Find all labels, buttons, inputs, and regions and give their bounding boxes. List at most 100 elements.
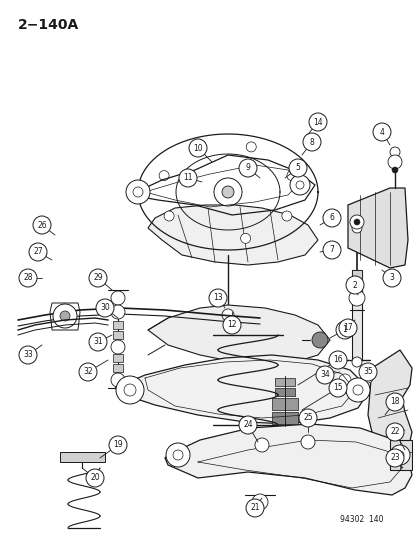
Circle shape bbox=[223, 316, 240, 334]
Text: 33: 33 bbox=[23, 351, 33, 359]
Text: 2−140A: 2−140A bbox=[18, 18, 79, 32]
Text: 28: 28 bbox=[23, 273, 33, 282]
Polygon shape bbox=[274, 388, 294, 396]
Text: 25: 25 bbox=[302, 414, 312, 423]
Text: 16: 16 bbox=[332, 356, 342, 365]
Circle shape bbox=[178, 169, 197, 187]
Circle shape bbox=[286, 171, 296, 181]
Circle shape bbox=[302, 133, 320, 151]
Circle shape bbox=[111, 373, 125, 387]
Circle shape bbox=[89, 269, 107, 287]
Polygon shape bbox=[351, 270, 361, 290]
Text: 34: 34 bbox=[319, 370, 329, 379]
Circle shape bbox=[353, 219, 359, 225]
Circle shape bbox=[281, 211, 291, 221]
Text: 10: 10 bbox=[193, 143, 202, 152]
Circle shape bbox=[351, 357, 361, 367]
Circle shape bbox=[159, 171, 169, 181]
Circle shape bbox=[300, 435, 314, 449]
Circle shape bbox=[362, 373, 372, 383]
FancyBboxPatch shape bbox=[113, 364, 123, 372]
Polygon shape bbox=[115, 355, 369, 424]
Circle shape bbox=[164, 211, 174, 221]
Circle shape bbox=[328, 379, 346, 397]
Circle shape bbox=[345, 276, 363, 294]
Circle shape bbox=[209, 289, 226, 307]
Polygon shape bbox=[60, 452, 105, 462]
FancyBboxPatch shape bbox=[113, 321, 123, 329]
Circle shape bbox=[315, 366, 333, 384]
Polygon shape bbox=[274, 378, 294, 386]
Text: 11: 11 bbox=[183, 174, 192, 182]
Text: 12: 12 bbox=[227, 320, 236, 329]
Text: 23: 23 bbox=[389, 454, 399, 463]
Circle shape bbox=[252, 494, 267, 510]
Circle shape bbox=[60, 311, 70, 321]
Circle shape bbox=[19, 346, 37, 364]
Circle shape bbox=[311, 332, 327, 348]
Circle shape bbox=[86, 469, 104, 487]
Text: 18: 18 bbox=[389, 398, 399, 407]
Text: 5: 5 bbox=[295, 164, 300, 173]
Circle shape bbox=[382, 269, 400, 287]
Circle shape bbox=[126, 180, 150, 204]
Text: 7: 7 bbox=[329, 246, 334, 254]
Circle shape bbox=[111, 340, 125, 354]
Circle shape bbox=[109, 436, 127, 454]
Circle shape bbox=[298, 409, 316, 427]
Circle shape bbox=[79, 363, 97, 381]
Text: 94302  140: 94302 140 bbox=[339, 515, 382, 524]
Circle shape bbox=[124, 384, 136, 396]
Circle shape bbox=[349, 215, 363, 229]
Text: 3: 3 bbox=[389, 273, 394, 282]
Circle shape bbox=[246, 142, 256, 152]
Circle shape bbox=[221, 309, 233, 321]
Circle shape bbox=[372, 123, 390, 141]
Circle shape bbox=[33, 216, 51, 234]
Polygon shape bbox=[271, 398, 297, 410]
Text: 9: 9 bbox=[245, 164, 250, 173]
Circle shape bbox=[348, 290, 364, 306]
Circle shape bbox=[345, 378, 369, 402]
Text: 29: 29 bbox=[93, 273, 102, 282]
Polygon shape bbox=[351, 270, 361, 360]
Text: 14: 14 bbox=[312, 117, 322, 126]
Text: 4: 4 bbox=[379, 127, 384, 136]
Text: 1: 1 bbox=[342, 326, 347, 335]
Polygon shape bbox=[271, 412, 297, 424]
Circle shape bbox=[53, 304, 77, 328]
FancyBboxPatch shape bbox=[113, 331, 123, 339]
Circle shape bbox=[385, 423, 403, 441]
Circle shape bbox=[29, 243, 47, 261]
Circle shape bbox=[238, 159, 256, 177]
Text: 13: 13 bbox=[213, 294, 222, 303]
Text: 32: 32 bbox=[83, 367, 93, 376]
Text: 31: 31 bbox=[93, 337, 102, 346]
Text: 22: 22 bbox=[389, 427, 399, 437]
Circle shape bbox=[308, 113, 326, 131]
FancyBboxPatch shape bbox=[113, 354, 123, 362]
Circle shape bbox=[238, 416, 256, 434]
Text: 21: 21 bbox=[249, 504, 259, 513]
Circle shape bbox=[173, 450, 183, 460]
Circle shape bbox=[96, 299, 114, 317]
Circle shape bbox=[254, 438, 268, 452]
Circle shape bbox=[391, 167, 397, 173]
Polygon shape bbox=[347, 188, 407, 268]
Text: 2: 2 bbox=[352, 280, 356, 289]
Text: 35: 35 bbox=[362, 367, 372, 376]
Circle shape bbox=[111, 291, 125, 305]
Circle shape bbox=[245, 499, 263, 517]
Polygon shape bbox=[147, 205, 317, 265]
Text: 24: 24 bbox=[242, 421, 252, 430]
Text: 6: 6 bbox=[329, 214, 334, 222]
Circle shape bbox=[19, 269, 37, 287]
Circle shape bbox=[322, 241, 340, 259]
Polygon shape bbox=[389, 440, 411, 470]
Circle shape bbox=[351, 223, 361, 233]
Circle shape bbox=[328, 351, 346, 369]
Circle shape bbox=[166, 443, 190, 467]
Circle shape bbox=[385, 449, 403, 467]
Circle shape bbox=[89, 333, 107, 351]
Circle shape bbox=[338, 374, 350, 386]
